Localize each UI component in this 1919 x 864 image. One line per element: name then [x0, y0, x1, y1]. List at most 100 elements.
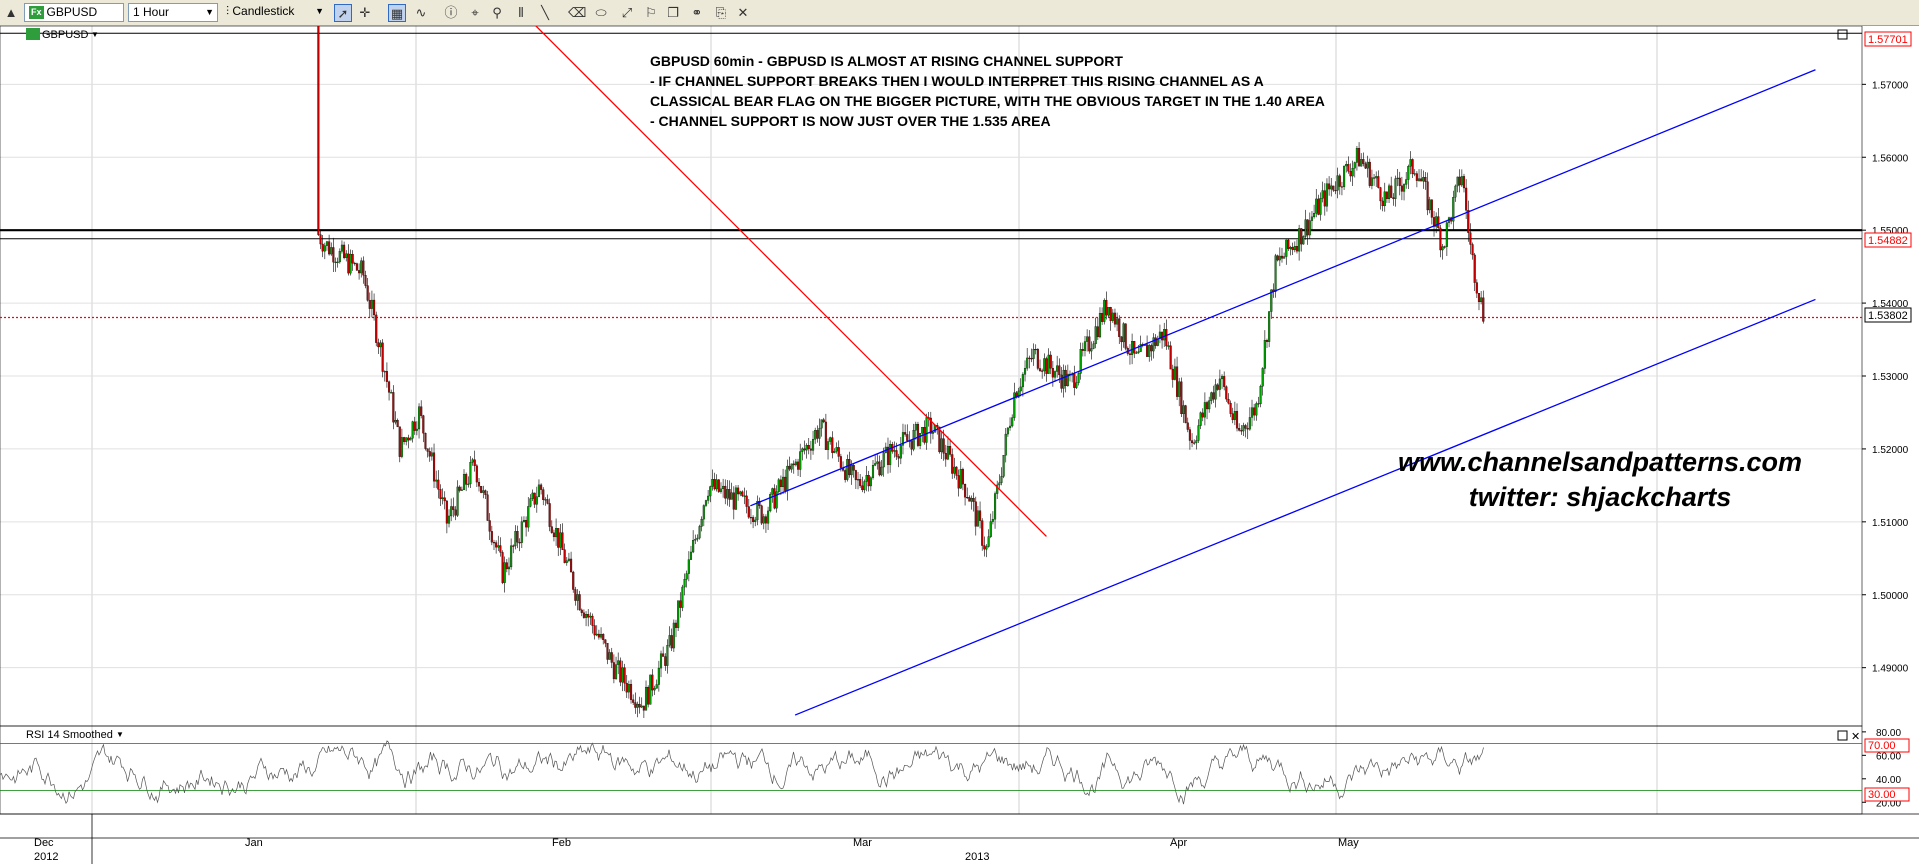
bars-icon[interactable]: ⫴ [518, 5, 524, 20]
candle [475, 465, 478, 483]
candle [576, 594, 579, 601]
candle [799, 451, 802, 470]
price-tick-label: 1.52000 [1872, 445, 1909, 456]
candle [614, 664, 618, 680]
candle [925, 417, 928, 443]
candle [1146, 344, 1149, 357]
candle [758, 500, 761, 506]
candle [961, 469, 964, 485]
symbol-label: GBPUSD [42, 29, 89, 41]
text-tool-icon[interactable]: ⌖ [471, 5, 479, 20]
price-label-current-box [1864, 307, 1912, 323]
collapse-icon[interactable]: ▲ [4, 5, 18, 20]
candle [587, 614, 590, 618]
shape-tool-icon[interactable]: ⬭ [595, 5, 607, 20]
candle [805, 445, 808, 451]
chevron-down-icon: ▼ [315, 6, 324, 16]
line-tool-icon[interactable]: ╲ [541, 5, 549, 20]
chart-style-select[interactable]: ⫶ Candlestick ▼ [222, 3, 327, 22]
delete-icon[interactable]: ✕ [737, 5, 749, 20]
candle [824, 421, 827, 450]
candle [1235, 411, 1239, 429]
candle [919, 433, 922, 446]
annotation-line: CLASSICAL BEAR FLAG ON THE BIGGER PICTUR… [650, 93, 1325, 109]
candle [462, 474, 466, 490]
month-label: May [1338, 837, 1359, 849]
price-chart[interactable]: GBPUSD ▼ GBPUSD 60min - GBPUSD IS ALMOST… [0, 26, 1919, 864]
horizontal-levels [0, 32, 1862, 319]
close-icon[interactable]: ✕ [1851, 731, 1860, 743]
attach-icon[interactable]: ⎘ [715, 5, 727, 20]
link-icon[interactable]: ⚭ [691, 5, 703, 20]
candle [1191, 440, 1194, 444]
candle [859, 479, 862, 486]
candle [1184, 405, 1187, 423]
candle [1105, 300, 1108, 316]
zoom-icon[interactable]: ⚲ [492, 5, 502, 20]
candle [552, 532, 555, 538]
candle [488, 520, 491, 532]
rsi-overbought-label: 70.00 [1864, 738, 1910, 753]
candle [1118, 318, 1121, 337]
candle [970, 498, 973, 502]
candle [730, 492, 733, 500]
pointer-tool-icon[interactable]: ➚ [334, 4, 352, 22]
rsi-label[interactable]: RSI 14 Smoothed [26, 729, 113, 741]
interval-select[interactable]: 1 Hour ▼ [128, 3, 218, 22]
candle [882, 452, 885, 468]
candle [565, 560, 568, 563]
candle [871, 465, 875, 478]
candle [854, 470, 857, 481]
candle [1340, 186, 1343, 188]
candle [1460, 176, 1463, 186]
candle [874, 463, 877, 466]
candle [439, 489, 442, 499]
candle [994, 493, 997, 520]
fib-tool-icon[interactable]: ⤢ [621, 5, 633, 20]
candle [1233, 411, 1236, 420]
candle [754, 519, 757, 522]
price-axis: 1.57000 1.56000 1.55000 1.54000 1.53000 1.520… [1862, 80, 1909, 675]
layers-icon[interactable]: ❐ [667, 5, 679, 20]
eraser-icon[interactable]: ⌫ [568, 5, 587, 20]
candle [1409, 159, 1412, 167]
maximize-icon[interactable] [1837, 730, 1848, 741]
candle [921, 427, 924, 434]
candle [668, 635, 671, 646]
maximize-icon[interactable] [1837, 29, 1848, 40]
chevron-down-icon: ▼ [116, 730, 124, 739]
candle [771, 488, 774, 495]
grid-icon[interactable]: ▦ [388, 4, 406, 22]
candle [627, 684, 630, 693]
symbol-tag[interactable]: GBPUSD ▼ [26, 28, 99, 41]
toolbar: ▲ Fx GBPUSD 1 Hour ▼ ⫶ Candlestick ▼ ➚ ✛ … [0, 0, 1919, 26]
grid-lines [0, 26, 1862, 814]
info-icon[interactable]: ⓘ [444, 5, 458, 20]
indicator-icon[interactable]: ∿ [415, 5, 427, 20]
candle [1426, 181, 1429, 211]
candle [366, 285, 369, 301]
candle [732, 492, 735, 510]
candle [1439, 227, 1442, 251]
alert-icon[interactable]: ⚐ [645, 5, 657, 20]
candle [747, 506, 750, 518]
candle [388, 381, 391, 393]
candle [1458, 176, 1461, 186]
crosshair-icon[interactable]: ✛ [359, 5, 371, 20]
window-buttons[interactable]: ✕ [1837, 29, 1860, 743]
candle [1231, 413, 1234, 420]
candle [803, 448, 806, 451]
candle [321, 243, 324, 252]
candle [370, 299, 373, 309]
candle [711, 479, 714, 487]
annotation-line: GBPUSD 60min - GBPUSD IS ALMOST AT RISIN… [650, 53, 1123, 69]
price-label-resistance-text: 1.54882 [1868, 235, 1908, 247]
candle [794, 461, 797, 466]
rsi-line [0, 740, 1484, 805]
symbol-input[interactable]: Fx GBPUSD [24, 3, 124, 22]
candle [1343, 165, 1346, 188]
candle [818, 427, 821, 439]
candle [424, 433, 427, 449]
candle [561, 532, 564, 550]
candle [533, 492, 536, 505]
